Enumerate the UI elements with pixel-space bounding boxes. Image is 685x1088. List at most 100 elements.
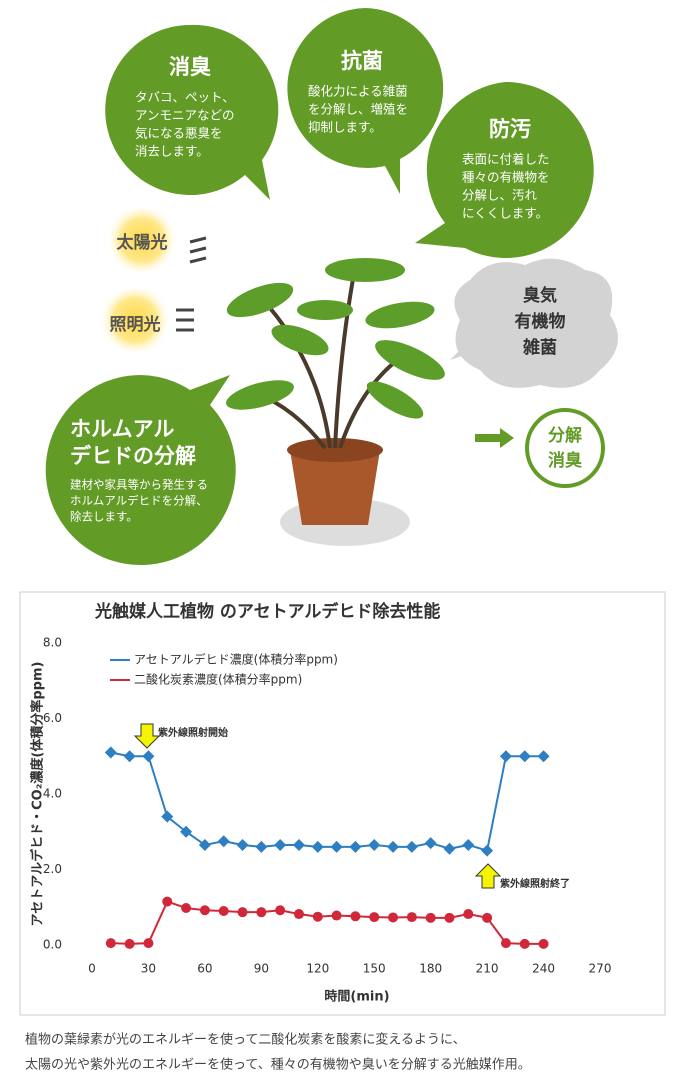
marker bbox=[387, 840, 400, 853]
result-circle bbox=[525, 408, 605, 488]
y-tick-label: 6.0 bbox=[43, 711, 62, 725]
marker bbox=[198, 838, 211, 851]
cloud-text: 雑菌 bbox=[522, 337, 557, 358]
marker bbox=[142, 750, 155, 763]
marker bbox=[425, 912, 436, 923]
glow bbox=[99, 284, 171, 356]
x-tick-label: 150 bbox=[363, 962, 386, 976]
x-tick-label: 30 bbox=[141, 962, 156, 976]
light-label: 照明光 bbox=[110, 314, 161, 335]
caption: 植物の葉緑素が光のエネルギーを使って二酸化炭素を酸素に変えるように、 bbox=[25, 1032, 466, 1048]
bubble-text: 消去します。 bbox=[135, 144, 209, 159]
annotation: 紫外線照射開始 bbox=[158, 726, 228, 739]
marker bbox=[482, 912, 493, 923]
cloud-tail bbox=[450, 340, 480, 360]
bubble-text: 除去します。 bbox=[70, 510, 138, 524]
marker bbox=[405, 840, 418, 853]
bubble-text: 表面に付着した bbox=[462, 152, 550, 167]
marker bbox=[368, 838, 381, 851]
bubble-text: ホルムアルデヒドを分解、 bbox=[70, 494, 208, 508]
x-axis-label: 時間(min) bbox=[324, 989, 389, 1005]
x-tick-label: 120 bbox=[306, 962, 329, 976]
marker bbox=[406, 912, 417, 923]
pot-rim bbox=[287, 438, 383, 462]
annotation-arrow bbox=[474, 863, 502, 889]
cloud-text: 有機物 bbox=[515, 311, 566, 332]
bubble-text: にくくします。 bbox=[462, 206, 548, 221]
x-tick-label: 60 bbox=[197, 962, 212, 976]
marker bbox=[180, 825, 193, 838]
marker bbox=[237, 907, 248, 918]
bubble-text: 抑制します。 bbox=[308, 120, 382, 135]
bubble-text: 分解し、汚れ bbox=[462, 188, 538, 203]
bubble-title: 抗菌 bbox=[341, 49, 383, 73]
marker bbox=[331, 910, 342, 921]
marker bbox=[312, 911, 323, 922]
marker bbox=[518, 750, 531, 763]
marker bbox=[217, 835, 230, 848]
marker bbox=[162, 896, 173, 907]
marker bbox=[256, 907, 267, 918]
bubble bbox=[415, 81, 594, 258]
bubble bbox=[45, 375, 236, 565]
marker bbox=[104, 746, 117, 759]
cloud bbox=[454, 258, 618, 388]
bubble-text: を分解し、増殖を bbox=[308, 102, 408, 117]
glow bbox=[106, 204, 178, 276]
marker bbox=[424, 837, 437, 850]
x-tick-label: 180 bbox=[419, 962, 442, 976]
marker bbox=[199, 905, 210, 916]
marker bbox=[236, 838, 249, 851]
x-tick-label: 210 bbox=[476, 962, 499, 976]
y-tick-label: 2.0 bbox=[43, 862, 62, 876]
marker bbox=[538, 938, 549, 949]
x-tick-label: 270 bbox=[589, 962, 612, 976]
y-tick-label: 8.0 bbox=[43, 636, 62, 650]
light-label: 太陽光 bbox=[117, 232, 168, 253]
marker bbox=[369, 912, 380, 923]
y-axis-label: アセトアルデヒド・CO₂濃度(体積分率ppm) bbox=[30, 662, 46, 927]
marker bbox=[292, 838, 305, 851]
marker bbox=[388, 912, 399, 923]
marker bbox=[124, 938, 135, 949]
pot bbox=[290, 450, 380, 525]
caption: 太陽の光や紫外光のエネルギーを使って、種々の有機物や臭いを分解する光触媒作用。 bbox=[25, 1057, 531, 1073]
bubble-title: デヒドの分解 bbox=[70, 444, 196, 468]
illustration: 消臭 タバコ、ペット、 アンモニアなどの 気になる悪臭を 消去します。 抗菌 酸… bbox=[45, 8, 618, 565]
marker bbox=[462, 838, 475, 851]
marker bbox=[537, 750, 550, 763]
bubble-title: 防汚 bbox=[489, 117, 531, 141]
bubble-title: ホルムアル bbox=[70, 417, 174, 441]
chart-title: 光触媒人工植物 のアセトアルデヒド除去性能 bbox=[94, 601, 440, 622]
marker bbox=[161, 810, 174, 823]
marker bbox=[500, 938, 511, 949]
marker bbox=[444, 912, 455, 923]
marker bbox=[275, 905, 286, 916]
marker bbox=[274, 838, 287, 851]
x-tick-label: 0 bbox=[88, 962, 96, 976]
leaves bbox=[226, 258, 445, 419]
marker bbox=[349, 840, 362, 853]
bubble-text: 酸化力による雑菌 bbox=[308, 84, 408, 99]
bubble-text: タバコ、ペット、 bbox=[135, 90, 235, 105]
marker bbox=[481, 844, 494, 857]
cloud-text: 臭気 bbox=[523, 285, 557, 306]
marker bbox=[443, 842, 456, 855]
bubble-text: アンモニアなどの bbox=[135, 108, 235, 123]
bubble bbox=[287, 8, 444, 194]
legend-label: アセトアルデヒド濃度(体積分率ppm) bbox=[134, 652, 338, 667]
bubble-text: 種々の有機物を bbox=[462, 170, 550, 185]
x-tick-label: 90 bbox=[254, 962, 269, 976]
marker bbox=[123, 750, 136, 763]
bubble-title: 消臭 bbox=[169, 55, 211, 79]
marker bbox=[350, 911, 361, 922]
light-arrows bbox=[176, 236, 207, 332]
annotation-arrow bbox=[133, 723, 161, 749]
chart-frame bbox=[19, 591, 666, 1016]
marker bbox=[499, 750, 512, 763]
bubble-text: 気になる悪臭を bbox=[135, 126, 223, 141]
chart: 光触媒人工植物 のアセトアルデヒド除去性能 時間(min) アセトアルデヒド・C… bbox=[19, 591, 666, 1016]
marker bbox=[218, 906, 229, 917]
y-tick-label: 4.0 bbox=[43, 787, 62, 801]
